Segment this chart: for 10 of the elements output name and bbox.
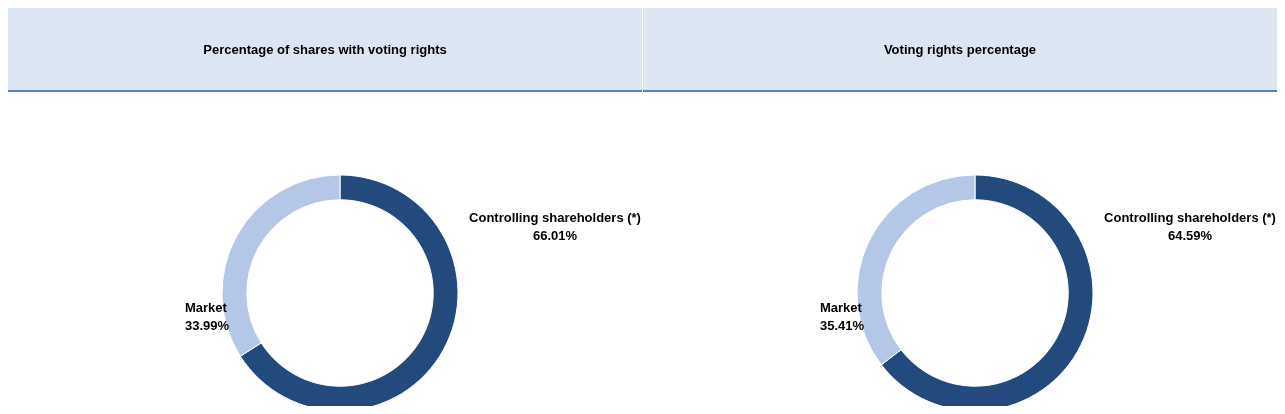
data-label: 33.99% bbox=[185, 318, 230, 333]
data-label: 66.01% bbox=[532, 228, 578, 243]
slice-label: Market bbox=[820, 300, 863, 315]
chart-title: Voting rights percentage bbox=[883, 41, 1037, 57]
data-label: 64.59% bbox=[1167, 228, 1213, 243]
chart-title: Percentage of shares with voting rights bbox=[203, 41, 447, 57]
data-label: 35.41% bbox=[820, 318, 865, 333]
slice-label: Controlling shareholders (*) bbox=[469, 210, 641, 225]
slice-label: Market bbox=[185, 300, 228, 315]
slice-label: Controlling shareholders (*) bbox=[1104, 210, 1276, 225]
